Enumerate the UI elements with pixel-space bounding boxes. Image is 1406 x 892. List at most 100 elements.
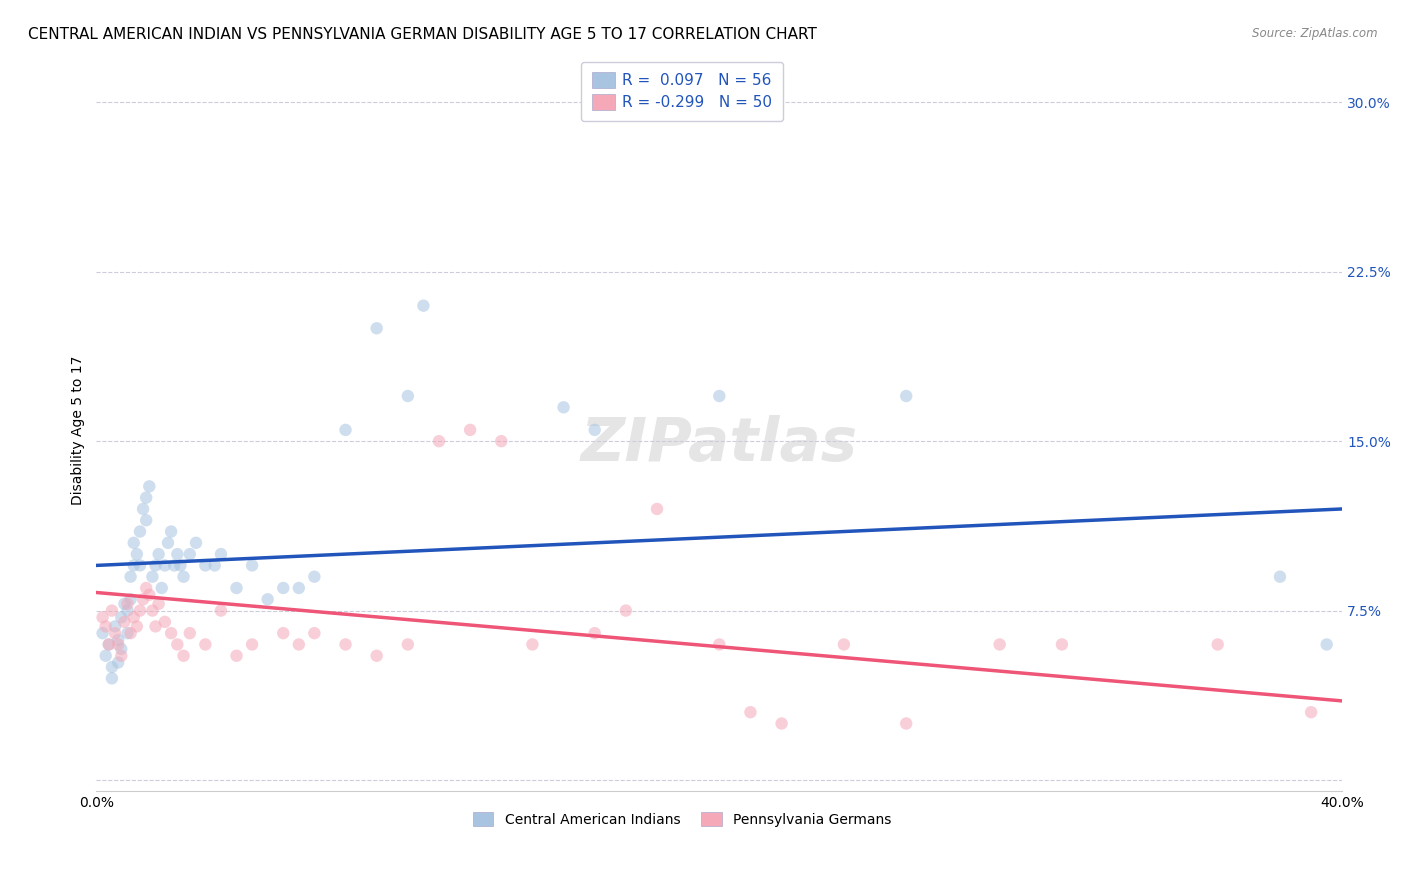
Point bbox=[101, 671, 124, 685]
Point bbox=[153, 558, 176, 573]
Point bbox=[94, 648, 117, 663]
Point bbox=[427, 434, 450, 449]
Point bbox=[122, 536, 145, 550]
Point bbox=[101, 604, 124, 618]
Text: Source: ZipAtlas.com: Source: ZipAtlas.com bbox=[1253, 27, 1378, 40]
Point bbox=[110, 610, 132, 624]
Point bbox=[271, 626, 294, 640]
Text: CENTRAL AMERICAN INDIAN VS PENNSYLVANIA GERMAN DISABILITY AGE 5 TO 17 CORRELATIO: CENTRAL AMERICAN INDIAN VS PENNSYLVANIA … bbox=[28, 27, 817, 42]
Point bbox=[160, 626, 183, 640]
Point bbox=[225, 648, 247, 663]
Point bbox=[110, 642, 132, 657]
Point bbox=[1050, 637, 1073, 651]
Point bbox=[141, 604, 163, 618]
Point bbox=[1268, 570, 1291, 584]
Point bbox=[166, 637, 188, 651]
Point bbox=[104, 619, 127, 633]
Point bbox=[135, 581, 157, 595]
Point bbox=[91, 626, 114, 640]
Point bbox=[125, 547, 148, 561]
Point bbox=[553, 401, 575, 415]
Point bbox=[101, 660, 124, 674]
Point bbox=[1316, 637, 1339, 651]
Point bbox=[160, 524, 183, 539]
Point bbox=[709, 637, 731, 651]
Point bbox=[458, 423, 481, 437]
Point bbox=[209, 604, 232, 618]
Point bbox=[522, 637, 544, 651]
Point bbox=[396, 389, 419, 403]
Point bbox=[412, 299, 434, 313]
Point bbox=[145, 619, 167, 633]
Point bbox=[770, 716, 793, 731]
Point bbox=[120, 626, 142, 640]
Point bbox=[896, 716, 918, 731]
Point bbox=[120, 592, 142, 607]
Y-axis label: Disability Age 5 to 17: Disability Age 5 to 17 bbox=[72, 355, 86, 505]
Point bbox=[107, 632, 129, 647]
Point bbox=[97, 637, 120, 651]
Point bbox=[107, 656, 129, 670]
Point bbox=[132, 502, 155, 516]
Point bbox=[335, 423, 357, 437]
Point bbox=[120, 570, 142, 584]
Point bbox=[112, 597, 135, 611]
Point bbox=[117, 626, 139, 640]
Point bbox=[94, 619, 117, 633]
Point bbox=[148, 597, 170, 611]
Point bbox=[104, 626, 127, 640]
Point bbox=[896, 389, 918, 403]
Point bbox=[366, 648, 388, 663]
Point bbox=[173, 648, 195, 663]
Point bbox=[335, 637, 357, 651]
Point bbox=[614, 604, 637, 618]
Point bbox=[129, 604, 152, 618]
Point bbox=[107, 637, 129, 651]
Point bbox=[135, 513, 157, 527]
Point bbox=[122, 610, 145, 624]
Point bbox=[194, 637, 217, 651]
Text: ZIPatlas: ZIPatlas bbox=[581, 415, 858, 474]
Point bbox=[204, 558, 226, 573]
Point bbox=[97, 637, 120, 651]
Point bbox=[173, 570, 195, 584]
Point bbox=[166, 547, 188, 561]
Point bbox=[135, 491, 157, 505]
Point bbox=[709, 389, 731, 403]
Point bbox=[122, 558, 145, 573]
Point bbox=[129, 558, 152, 573]
Point bbox=[110, 648, 132, 663]
Point bbox=[163, 558, 186, 573]
Point bbox=[194, 558, 217, 573]
Point bbox=[396, 637, 419, 651]
Point bbox=[1301, 705, 1323, 719]
Point bbox=[125, 619, 148, 633]
Point bbox=[141, 570, 163, 584]
Point bbox=[156, 536, 179, 550]
Point bbox=[304, 570, 326, 584]
Point bbox=[304, 626, 326, 640]
Point bbox=[225, 581, 247, 595]
Point bbox=[179, 626, 201, 640]
Point bbox=[240, 637, 263, 651]
Point bbox=[138, 588, 160, 602]
Point bbox=[288, 581, 311, 595]
Point bbox=[132, 592, 155, 607]
Point bbox=[583, 423, 606, 437]
Point bbox=[491, 434, 513, 449]
Point bbox=[169, 558, 191, 573]
Point bbox=[832, 637, 855, 651]
Point bbox=[583, 626, 606, 640]
Legend: Central American Indians, Pennsylvania Germans: Central American Indians, Pennsylvania G… bbox=[464, 804, 900, 835]
Point bbox=[366, 321, 388, 335]
Point bbox=[148, 547, 170, 561]
Point bbox=[209, 547, 232, 561]
Point bbox=[112, 615, 135, 629]
Point bbox=[988, 637, 1011, 651]
Point bbox=[271, 581, 294, 595]
Point bbox=[256, 592, 278, 607]
Point bbox=[91, 610, 114, 624]
Point bbox=[1206, 637, 1229, 651]
Point bbox=[179, 547, 201, 561]
Point bbox=[153, 615, 176, 629]
